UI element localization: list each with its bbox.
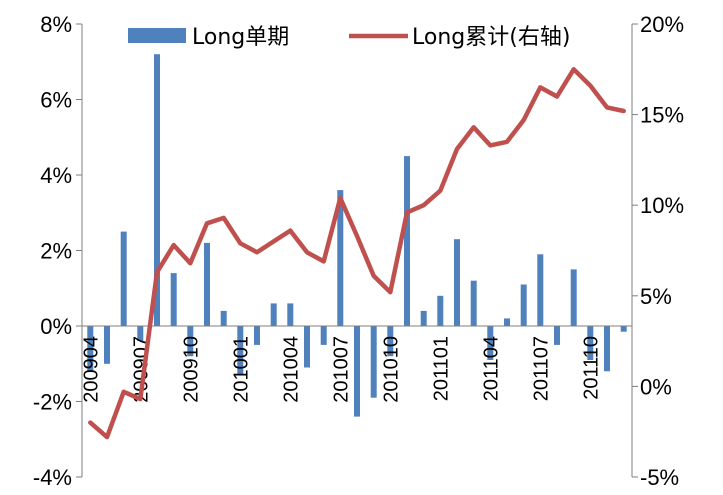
right-tick-label: 20%: [640, 12, 684, 37]
legend-line-label: Long累计(右轴): [412, 25, 570, 50]
legend-bar-swatch: [128, 28, 186, 43]
left-tick-label: 6%: [40, 88, 72, 113]
left-tick-label: 0%: [40, 314, 72, 339]
bar-201102: [454, 239, 460, 326]
x-tick-label-201107: 201107: [530, 336, 552, 401]
left-tick-label: 2%: [40, 239, 72, 264]
right-tick-label: 15%: [640, 103, 684, 128]
right-tick-label: 10%: [640, 193, 684, 218]
bar-200905: [104, 326, 110, 364]
bar-201007: [337, 190, 344, 326]
bar-201101: [437, 295, 444, 326]
x-tick-label-201004: 201004: [280, 336, 302, 403]
legend: Long单期 Long累计(右轴): [128, 25, 570, 50]
x-tick-label-201010: 201010: [380, 336, 402, 403]
x-tick-label-200910: 200910: [180, 336, 202, 403]
left-tick-label: -4%: [33, 465, 72, 490]
legend-bar-label: Long单期: [192, 25, 289, 50]
bar-200907: [137, 326, 144, 342]
right-y-ticks: -5% 0% 5% 10% 15% 20%: [632, 12, 684, 490]
x-tick-label-201001: 201001: [230, 336, 252, 403]
bar-201112: [620, 326, 627, 332]
bar-201010: [387, 326, 394, 357]
x-tick-label-201110: 201110: [580, 336, 602, 400]
bar-201106: [520, 284, 527, 326]
bar-201110: [587, 326, 594, 360]
left-tick-label: 8%: [40, 12, 72, 37]
bar-201109: [570, 269, 577, 326]
bar-201009: [370, 326, 377, 398]
bar-201005: [304, 326, 310, 368]
bar-201107: [537, 254, 544, 326]
left-y-ticks: -4% -2% 0% 2% 4% 6% 8%: [33, 12, 82, 490]
bar-200910: [187, 326, 194, 357]
bar-200906: [120, 231, 127, 326]
bar-201108: [554, 326, 560, 345]
bar-201105: [504, 318, 510, 326]
left-tick-label: -2%: [33, 390, 72, 415]
right-tick-label: -5%: [640, 465, 679, 490]
bar-200904: [87, 326, 94, 372]
bar-series: [87, 54, 627, 417]
bar-201008: [354, 326, 360, 417]
bar-201011: [404, 156, 410, 326]
bar-201111: [604, 326, 610, 372]
line-series: [88, 67, 626, 440]
bar-201012: [420, 310, 427, 326]
left-tick-label: 4%: [40, 163, 72, 188]
bar-201103: [470, 280, 477, 326]
x-tick-label-201101: 201101: [430, 336, 452, 401]
x-tick-label-201104: 201104: [480, 336, 502, 401]
bar-201001: [237, 326, 244, 376]
right-tick-label: 5%: [640, 284, 672, 309]
bar-201004: [287, 303, 294, 326]
cumulative-line: [88, 67, 626, 440]
bar-200908: [154, 54, 160, 326]
bar-200911: [204, 242, 210, 326]
bar-200912: [220, 310, 227, 326]
bar-200909: [170, 273, 177, 326]
x-tick-labels: 200904 200907 200910 201001 201004 201007 2010…: [80, 336, 602, 403]
x-tick-label-200904: 200904: [80, 336, 102, 403]
bar-201002: [254, 326, 260, 345]
bar-201006: [320, 326, 327, 345]
bar-201003: [270, 303, 277, 326]
bar-201104: [487, 326, 494, 360]
x-tick-label-201007: 201007: [330, 336, 352, 403]
right-tick-label: 0%: [640, 374, 672, 399]
